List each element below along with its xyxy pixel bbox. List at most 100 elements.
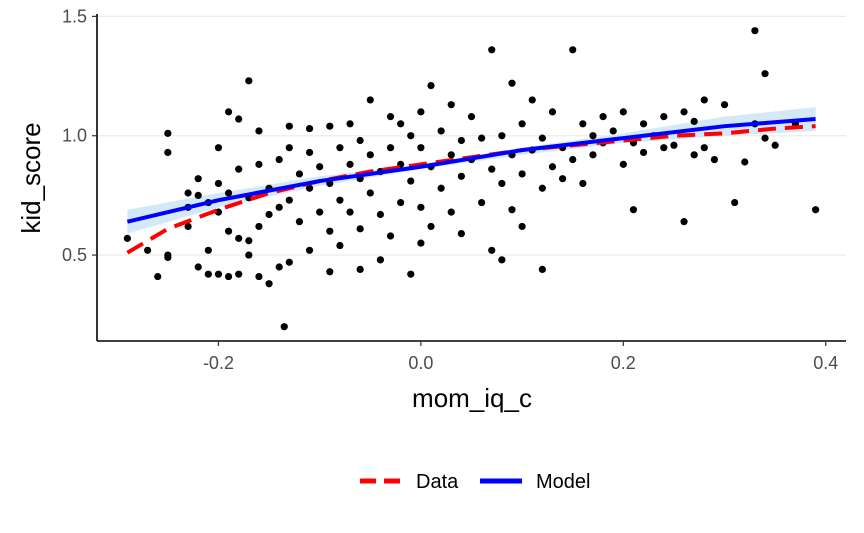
data-point-146 bbox=[690, 151, 698, 159]
legend-label-model: Model bbox=[536, 471, 590, 493]
y-tick-label-1: 1.0 bbox=[62, 126, 87, 146]
data-point-4 bbox=[164, 148, 172, 157]
data-point-65 bbox=[356, 136, 364, 145]
data-point-138 bbox=[639, 148, 648, 157]
data-point-120 bbox=[548, 108, 557, 116]
data-point-81 bbox=[407, 132, 415, 140]
data-point-78 bbox=[397, 120, 405, 128]
data-point-24 bbox=[235, 115, 243, 123]
y-tick-label-0: 0.5 bbox=[62, 245, 87, 265]
data-point-97 bbox=[457, 172, 465, 180]
data-point-40 bbox=[275, 203, 283, 211]
data-point-9 bbox=[184, 222, 192, 231]
data-point-18 bbox=[214, 208, 223, 216]
data-point-57 bbox=[326, 227, 334, 235]
legend-label-data: Data bbox=[416, 471, 459, 493]
data-point-49 bbox=[305, 124, 314, 133]
data-point-118 bbox=[538, 184, 546, 192]
data-point-155 bbox=[761, 70, 769, 78]
data-point-20 bbox=[224, 108, 233, 116]
data-point-46 bbox=[285, 258, 293, 266]
data-point-3 bbox=[164, 129, 172, 137]
data-point-31 bbox=[245, 251, 253, 259]
data-point-125 bbox=[569, 155, 577, 164]
data-point-107 bbox=[498, 179, 506, 188]
data-point-121 bbox=[548, 163, 557, 171]
x-axis-title: mom_iq_c bbox=[412, 383, 532, 413]
data-point-45 bbox=[285, 196, 293, 204]
x-axis-ticks: -0.2 0.0 0.2 0.4 bbox=[203, 341, 838, 373]
data-point-53 bbox=[316, 163, 324, 171]
data-point-23 bbox=[224, 189, 233, 197]
data-point-71 bbox=[366, 189, 374, 197]
data-point-64 bbox=[346, 208, 354, 216]
data-point-6 bbox=[164, 253, 172, 262]
data-point-51 bbox=[305, 184, 314, 192]
data-point-58 bbox=[326, 268, 334, 276]
data-point-55 bbox=[326, 122, 334, 130]
data-point-143 bbox=[680, 108, 688, 116]
data-point-60 bbox=[336, 196, 344, 204]
data-point-87 bbox=[417, 239, 425, 247]
data-point-43 bbox=[285, 122, 293, 130]
data-point-152 bbox=[741, 158, 749, 166]
data-point-141 bbox=[660, 144, 668, 152]
data-point-80 bbox=[397, 198, 405, 207]
data-point-156 bbox=[761, 134, 769, 142]
data-point-94 bbox=[447, 151, 455, 159]
data-point-96 bbox=[457, 136, 465, 145]
data-point-32 bbox=[255, 127, 263, 135]
data-point-101 bbox=[478, 134, 486, 142]
data-point-82 bbox=[407, 177, 415, 185]
data-point-108 bbox=[498, 256, 506, 264]
data-point-17 bbox=[214, 179, 223, 188]
data-point-61 bbox=[336, 241, 344, 250]
data-point-83 bbox=[407, 270, 415, 278]
data-point-150 bbox=[720, 101, 729, 109]
data-point-115 bbox=[528, 96, 536, 104]
data-point-99 bbox=[467, 113, 476, 121]
data-point-52 bbox=[305, 246, 314, 254]
data-point-93 bbox=[447, 101, 455, 109]
data-point-124 bbox=[569, 46, 577, 54]
data-point-119 bbox=[538, 265, 546, 273]
data-point-145 bbox=[690, 117, 698, 126]
data-point-126 bbox=[579, 120, 587, 128]
x-tick-label-2: 0.2 bbox=[611, 353, 636, 373]
data-point-21 bbox=[224, 227, 233, 235]
data-point-50 bbox=[305, 148, 314, 157]
data-point-11 bbox=[194, 191, 202, 200]
data-point-28 bbox=[245, 77, 253, 85]
data-point-62 bbox=[346, 120, 354, 128]
y-axis-ticks: 0.5 1.0 1.5 bbox=[62, 6, 97, 265]
data-point-30 bbox=[245, 237, 253, 245]
data-point-44 bbox=[285, 144, 293, 152]
data-point-148 bbox=[700, 144, 708, 152]
data-point-98 bbox=[457, 229, 465, 238]
data-point-10 bbox=[194, 175, 202, 183]
data-point-149 bbox=[710, 155, 719, 164]
data-point-112 bbox=[518, 120, 526, 128]
data-point-16 bbox=[214, 144, 223, 152]
model-confidence-ribbon bbox=[127, 107, 816, 234]
data-point-19 bbox=[214, 270, 223, 278]
data-point-7 bbox=[184, 189, 192, 197]
data-point-33 bbox=[255, 160, 263, 168]
data-point-75 bbox=[386, 113, 395, 121]
data-point-25 bbox=[235, 165, 243, 173]
data-point-136 bbox=[629, 206, 638, 214]
x-tick-label-3: 0.4 bbox=[813, 353, 838, 373]
data-point-105 bbox=[488, 246, 496, 254]
data-point-74 bbox=[376, 256, 385, 264]
data-point-35 bbox=[255, 272, 263, 281]
data-point-42 bbox=[280, 323, 288, 331]
data-point-104 bbox=[488, 165, 496, 173]
data-point-41 bbox=[275, 263, 283, 271]
data-point-12 bbox=[194, 263, 202, 271]
data-point-147 bbox=[700, 96, 708, 104]
data-point-59 bbox=[336, 144, 344, 152]
data-point-39 bbox=[275, 155, 283, 164]
y-tick-label-2: 1.5 bbox=[62, 6, 87, 26]
data-point-130 bbox=[599, 113, 607, 121]
data-point-73 bbox=[376, 210, 385, 219]
